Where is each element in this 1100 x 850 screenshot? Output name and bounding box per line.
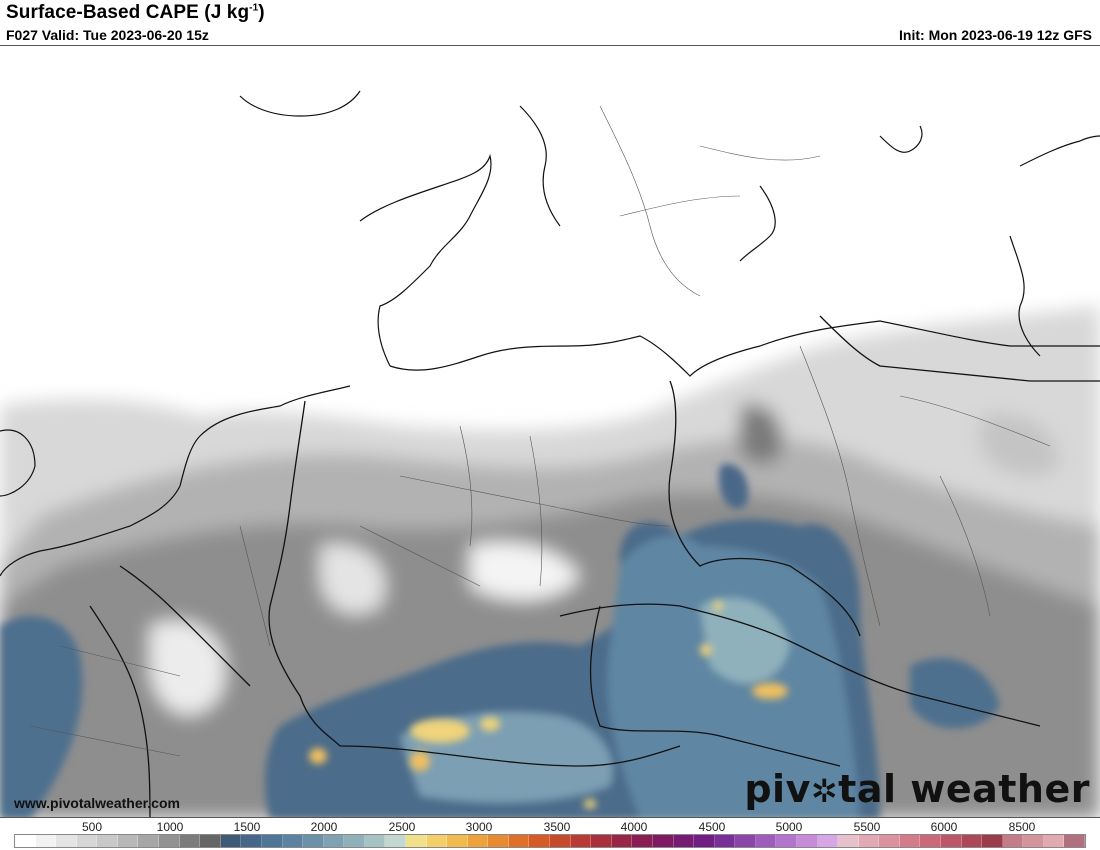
colorbar-cell [982,835,1003,847]
title-close: ) [258,2,265,23]
colorbar-tick-label: 2500 [388,820,416,834]
moderate-cape-field [0,464,1000,817]
title-text: Surface-Based CAPE (J kg [6,2,250,23]
colorbar-cell [694,835,715,847]
colorbar-cell [303,835,324,847]
colorbar-tick-label: 6000 [930,820,958,834]
colorbar-cell [755,835,777,847]
colorbar-tick-label: 4500 [698,820,726,834]
sun-icon: ✲ [810,772,839,810]
colorbar-cell [179,835,201,847]
brand-text-left: piv [744,767,811,811]
brand-text-right: tal weather [838,767,1090,811]
colorbar-cell [632,835,653,847]
map-title: Surface-Based CAPE (J kg-1) [6,2,265,24]
colorbar-cell [220,835,242,847]
colorbar-cell [426,835,448,847]
colorbar-cell [899,835,921,847]
colorbar-cell [56,835,77,847]
colorbar-cell [467,835,489,847]
colorbar-cell [652,835,674,847]
colorbar-cell [941,835,962,847]
colorbar-tick-label: 1000 [156,820,184,834]
colorbar-ticks: 500 1000 1500 2000 2500 3000 3500 4000 4500 5000 5… [14,820,1086,834]
colorbar-cell [879,835,900,847]
admin-borders [29,105,1051,757]
colorbar-cell [138,835,160,847]
map-canvas [0,90,1100,817]
colorbar-cell [261,835,283,847]
colorbar [14,834,1086,848]
colorbar-cell [282,835,304,847]
colorbar-tick-label: 3500 [543,820,571,834]
colorbar-cell [405,835,427,847]
colorbar-cell [714,835,736,847]
colorbar-cell [508,835,530,847]
colorbar-cell [817,835,839,847]
colorbar-cell [323,835,345,847]
website-label: www.pivotalweather.com [14,795,180,811]
colorbar-cell [364,835,386,847]
colorbar-cell [611,835,633,847]
colorbar-cell [550,835,571,847]
colorbar-cell [838,835,859,847]
colorbar-cell [76,835,98,847]
colorbar-cell [858,835,880,847]
colorbar-cell [796,835,818,847]
colorbar-cell [241,835,262,847]
country-borders [89,315,1100,817]
colorbar-cell [920,835,942,847]
colorbar-tick-label: 5000 [775,820,803,834]
colorbar-cell [735,835,756,847]
colorbar-tick-label: 1500 [233,820,261,834]
colorbar-cell [591,835,612,847]
high-cape-spots [309,601,788,809]
colorbar-cell [117,835,139,847]
init-time: Init: Mon 2023-06-19 12z GFS [899,27,1092,43]
colorbar-cell [570,835,592,847]
colorbar-cell [447,835,468,847]
colorbar-cell [529,835,551,847]
colorbar-cell [961,835,983,847]
colorbar-cell [344,835,365,847]
colorbar-tick-label: 5500 [853,820,881,834]
colorbar-cell [1043,835,1065,847]
colorbar-cell [673,835,695,847]
colorbar-tick-label: 8500 [1008,820,1036,834]
brand-logo: piv✲tal weather [744,767,1090,811]
colorbar-tick-label: 3000 [465,820,493,834]
colorbar-cell [159,835,180,847]
colorbar-tick-label: 4000 [620,820,648,834]
colorbar-tick-label: 2000 [310,820,338,834]
colorbar-cell [385,835,406,847]
colorbar-cell [1064,835,1086,847]
colorbar-cell [97,835,118,847]
title-superscript: -1 [249,2,259,14]
colorbar-cell [1023,835,1044,847]
colorbar-tick-label: 500 [81,820,103,834]
colorbar-cell [1002,835,1024,847]
colorbar-cell [200,835,221,847]
colorbar-cell [488,835,509,847]
colorbar-cell [35,835,57,847]
coastlines [0,90,1100,577]
colorbar-cell [776,835,797,847]
colorbar-cell [15,835,36,847]
cape-map[interactable]: www.pivotalweather.com piv✲tal weather [0,45,1100,818]
valid-time: F027 Valid: Tue 2023-06-20 15z [6,27,209,43]
